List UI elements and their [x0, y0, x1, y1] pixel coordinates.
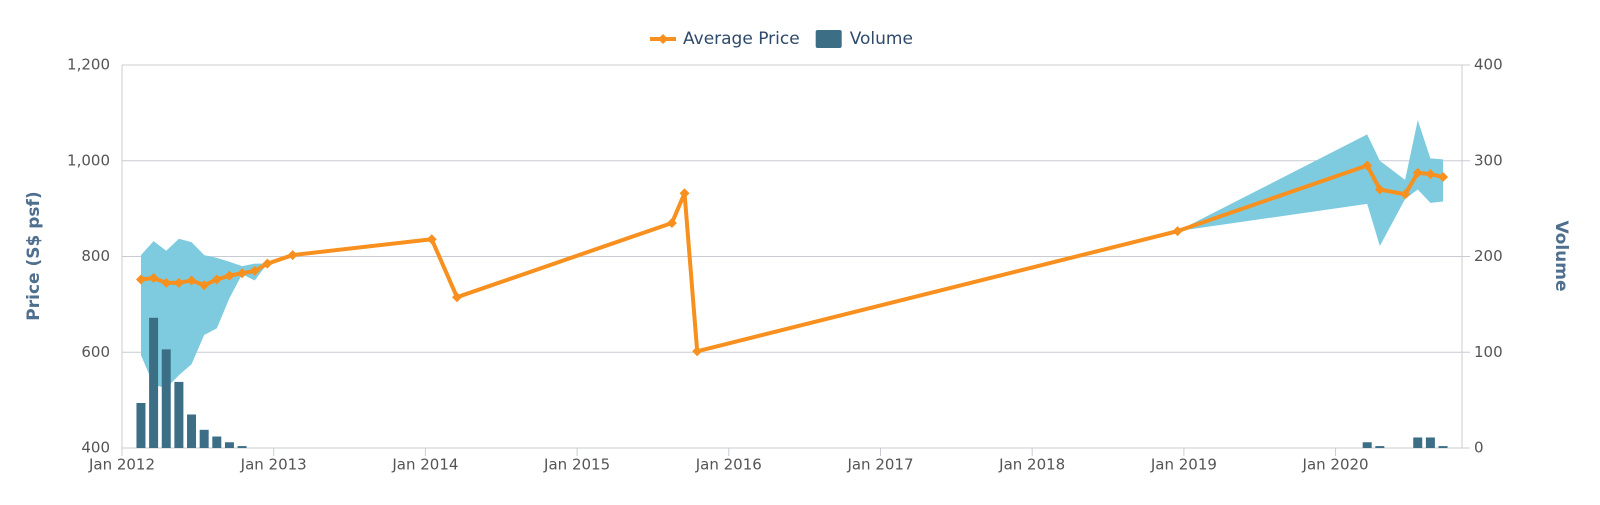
y2-tick-label: 200: [1474, 247, 1503, 265]
x-tick-label: Jan 2019: [1150, 456, 1217, 474]
price-marker: [224, 270, 235, 281]
legend-label: Volume: [850, 29, 913, 49]
price-marker: [1362, 160, 1373, 171]
y2-tick-label: 300: [1474, 151, 1503, 169]
x-tick-label: Jan 2012: [88, 456, 155, 474]
y2-tick-label: 400: [1474, 56, 1503, 74]
volume-bar: [199, 429, 209, 448]
y-tick-label: 400: [81, 439, 110, 457]
price-marker: [1400, 189, 1411, 200]
price-marker: [666, 217, 677, 228]
price-marker: [186, 275, 197, 286]
price-marker: [1438, 172, 1449, 183]
volume-bar: [136, 402, 146, 448]
x-tick-label: Jan 2016: [695, 456, 762, 474]
price-marker: [199, 280, 210, 291]
volume-bar: [224, 442, 234, 448]
price-marker: [173, 277, 184, 288]
y2-tick-label: 0: [1474, 439, 1484, 457]
price-marker: [148, 273, 159, 284]
price-marker: [452, 292, 462, 303]
x-tick-label: Jan 2015: [543, 456, 610, 474]
volume-bar: [161, 349, 171, 448]
price-marker: [237, 268, 248, 279]
price-marker: [249, 265, 260, 276]
y-tick-label: 600: [81, 343, 110, 361]
y-axis-title: Price (S$ psf): [24, 191, 44, 320]
x-tick-label: Jan 2013: [240, 456, 307, 474]
price-marker: [287, 250, 298, 261]
x-tick-label: Jan 2017: [846, 456, 913, 474]
volume-bar: [174, 381, 184, 448]
volume-bar: [1375, 446, 1385, 448]
x-tick-label: Jan 2014: [391, 456, 458, 474]
price-line: [140, 163, 1444, 354]
volume-bar: [1362, 442, 1372, 448]
price-marker: [135, 274, 146, 285]
volume-bar: [187, 414, 197, 448]
y-tick-label: 800: [81, 247, 110, 265]
volume-bar: [149, 317, 159, 448]
legend-label: Average Price: [683, 29, 800, 49]
legend-marker: [658, 34, 668, 44]
volume-bar: [237, 446, 247, 448]
price-marker: [1172, 226, 1183, 237]
volume-bar: [1438, 446, 1448, 448]
price-marker: [1425, 169, 1436, 180]
price-marker: [211, 274, 222, 285]
x-tick-label: Jan 2020: [1302, 456, 1369, 474]
price-marker: [426, 234, 437, 245]
price-marker: [692, 346, 703, 357]
y-tick-label: 1,000: [67, 151, 110, 169]
price-marker: [679, 188, 690, 199]
legend-swatch: [815, 30, 842, 48]
y2-tick-label: 100: [1474, 343, 1503, 361]
y2-axis-title: Volume: [1551, 220, 1571, 291]
price-marker: [1374, 184, 1385, 195]
volume-bar: [1425, 437, 1435, 448]
x-tick-label: Jan 2018: [998, 456, 1065, 474]
volume-bar: [212, 436, 222, 448]
y-tick-label: 1,200: [67, 56, 110, 74]
price-marker: [1412, 167, 1423, 178]
price-marker: [262, 258, 273, 269]
price-marker: [161, 277, 172, 288]
volume-bar: [1413, 437, 1423, 448]
